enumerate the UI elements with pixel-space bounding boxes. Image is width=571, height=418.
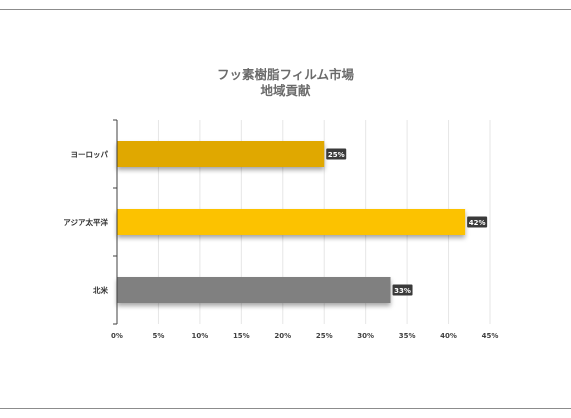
x-tick-label: 0% [111, 332, 123, 340]
data-label: 33% [394, 287, 411, 295]
category-label: ヨーロッパ [71, 149, 109, 159]
chart-title-line-2: 地域貢献 [260, 83, 311, 98]
x-tick-label: 30% [357, 332, 374, 340]
data-label-box [392, 284, 413, 296]
data-label: 25% [328, 151, 345, 159]
data-label-box [467, 216, 488, 228]
bar [117, 141, 325, 167]
bars [117, 141, 466, 303]
category-label: 北米 [93, 285, 108, 295]
bar [117, 277, 391, 303]
top-divider [0, 9, 571, 10]
x-tick-label: 10% [192, 332, 209, 340]
bottom-divider [0, 408, 571, 409]
x-tick-label: 35% [399, 332, 416, 340]
x-tick-label: 40% [440, 332, 457, 340]
axes [113, 119, 118, 325]
category-label: アジア太平洋 [63, 217, 108, 227]
bar [117, 209, 466, 235]
x-tick-label: 20% [274, 332, 291, 340]
x-tick-label: 5% [152, 332, 164, 340]
x-tick-label: 15% [233, 332, 250, 340]
x-tick-label: 25% [316, 332, 333, 340]
data-label-box [326, 148, 347, 160]
chart-title-line-1: フッ素樹脂フィルム市場 [216, 67, 354, 82]
data-label: 42% [469, 219, 486, 227]
x-tick-label: 45% [482, 332, 499, 340]
labels: 0% 5% 10% 15% 20% 25% 30% 35% 40% 45% ヨーロッパ 25% アジア太… [63, 148, 499, 340]
